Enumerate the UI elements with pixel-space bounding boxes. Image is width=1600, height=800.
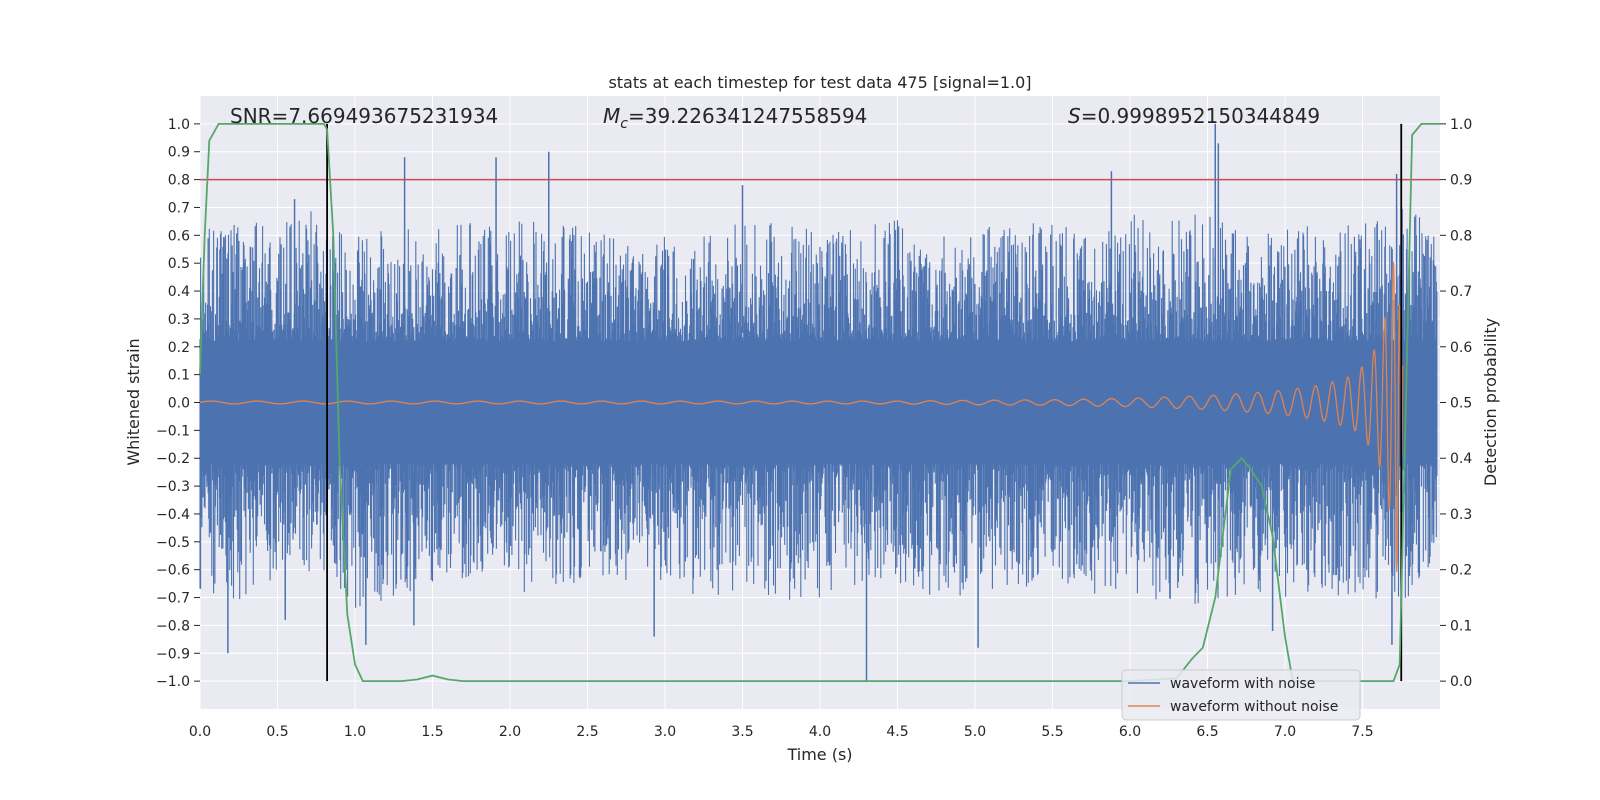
y-tick-label: 0.5: [168, 256, 190, 272]
chart-title: stats at each timestep for test data 475…: [608, 73, 1031, 92]
y2-tick-label: 0.6: [1450, 340, 1472, 356]
y2-tick-label: 0.3: [1450, 507, 1472, 523]
x-tick-label: 0.5: [266, 724, 288, 740]
x-axis-label: Time (s): [786, 745, 852, 764]
x-tick-label: 2.0: [499, 724, 521, 740]
x-tick-label: 2.5: [576, 724, 598, 740]
y-axis-label: Whitened strain: [124, 338, 143, 465]
x-tick-label: 1.5: [421, 724, 443, 740]
y-tick-label: −0.2: [156, 451, 190, 467]
s-value: =0.9998952150344849: [1081, 104, 1320, 128]
y-axis: 1.0 0.9 0.8 0.7 0.6 0.5 0.4 0.3 0.2 0.1 0.0 −0.1 −0.…: [156, 117, 200, 690]
y-tick-label: −0.5: [156, 535, 190, 551]
clean-waveform-line: [199, 261, 1404, 572]
y2-tick-label: 1.0: [1450, 117, 1472, 133]
legend-box: [1121, 669, 1361, 721]
y2-tick-label: 0.9: [1450, 173, 1472, 189]
mc-annotation: Mc=39.226341247558594: [603, 104, 867, 132]
snr-prefix: SNR=: [230, 104, 288, 128]
x-tick-label: 1.0: [344, 724, 366, 740]
x-tick-label: 6.0: [1119, 724, 1141, 740]
y-tick-label: −1.0: [156, 674, 190, 690]
x-tick-label: 7.0: [1274, 724, 1296, 740]
y-tick-label: 0.3: [168, 312, 190, 328]
y-tick-label: 0.2: [168, 340, 190, 356]
y-tick-label: −0.9: [156, 646, 190, 662]
legend-label-clean: waveform without noise: [1170, 699, 1338, 715]
y2-axis-label: Detection probability: [1481, 318, 1500, 486]
s-annotation: S=0.9998952150344849: [1068, 104, 1320, 128]
x-tick-label: 0.0: [189, 724, 211, 740]
y-tick-label: −0.4: [156, 507, 190, 523]
y-tick-label: −0.3: [156, 479, 190, 495]
y-tick-label: 0.1: [168, 368, 190, 384]
y-tick-label: 0.0: [168, 396, 190, 412]
x-axis: 0.0 0.5 1.0 1.5 2.0 2.5 3.0 3.5 4.0 4.5 5.0 5.5 6.0 6…: [189, 724, 1374, 740]
x-tick-label: 3.5: [731, 724, 753, 740]
y2-axis: 1.0 0.9 0.8 0.7 0.6 0.5 0.4 0.3 0.2 0.1 0.0: [1440, 117, 1472, 690]
y-tick-label: −0.6: [156, 563, 190, 579]
x-tick-label: 5.0: [964, 724, 986, 740]
snr-annotation: SNR=7.669493675231934: [230, 104, 498, 128]
y2-tick-label: 0.7: [1450, 284, 1472, 300]
y-tick-label: −0.8: [156, 618, 190, 634]
legend: waveform with noise waveform without noi…: [1121, 669, 1361, 721]
legend-label-noise: waveform with noise: [1170, 676, 1315, 692]
snr-value: 7.669493675231934: [288, 104, 498, 128]
y2-tick-label: 0.4: [1450, 451, 1472, 467]
mc-value: =39.226341247558594: [628, 104, 867, 128]
y-tick-label: −0.1: [156, 423, 190, 439]
x-tick-label: 6.5: [1196, 724, 1218, 740]
y2-tick-label: 0.5: [1450, 396, 1472, 412]
y-tick-label: −0.7: [156, 591, 190, 607]
x-tick-label: 7.5: [1351, 724, 1373, 740]
y2-tick-label: 0.2: [1450, 563, 1472, 579]
y-tick-label: 1.0: [168, 117, 190, 133]
y2-tick-label: 0.8: [1450, 228, 1472, 244]
y-tick-label: 0.4: [168, 284, 190, 300]
mc-subscript: c: [620, 116, 628, 132]
y2-tick-label: 0.0: [1450, 674, 1472, 690]
mc-symbol: M: [603, 104, 620, 128]
y-tick-label: 0.8: [168, 173, 190, 189]
y-tick-label: 0.7: [168, 200, 190, 216]
y-tick-label: 0.6: [168, 228, 190, 244]
s-symbol: S: [1068, 104, 1081, 128]
x-tick-label: 4.0: [809, 724, 831, 740]
x-tick-label: 5.5: [1041, 724, 1063, 740]
y2-tick-label: 0.1: [1450, 618, 1472, 634]
clean-series: [199, 261, 1404, 572]
x-tick-label: 4.5: [886, 724, 908, 740]
x-tick-label: 3.0: [654, 724, 676, 740]
y-tick-label: 0.9: [168, 145, 190, 161]
